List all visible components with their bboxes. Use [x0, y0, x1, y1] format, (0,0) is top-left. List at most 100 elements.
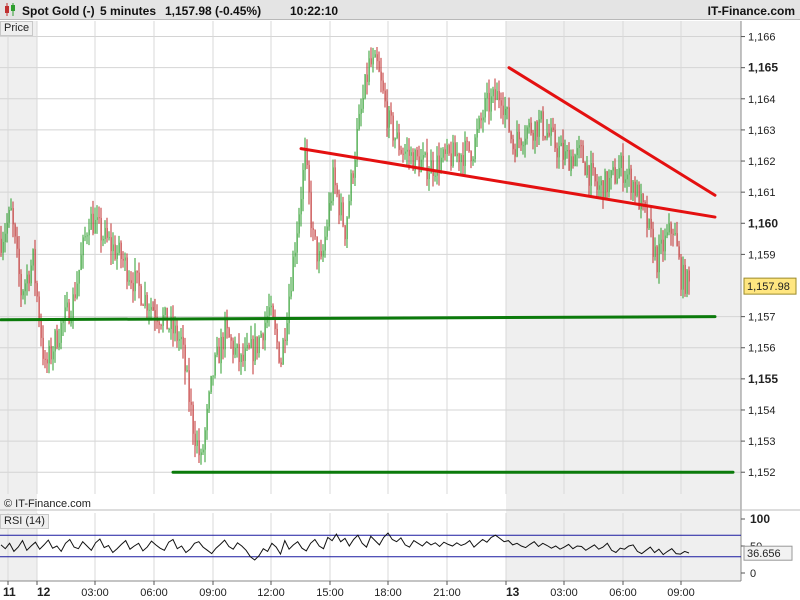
candle: [604, 168, 606, 200]
candle-body: [566, 150, 568, 152]
candle-body: [56, 330, 58, 348]
candle-body: [152, 307, 154, 311]
candle-body: [28, 274, 30, 284]
candle-body: [252, 339, 254, 362]
candle: [584, 161, 586, 176]
candle-body: [206, 408, 208, 431]
candle: [382, 72, 384, 94]
candle-body: [594, 168, 596, 182]
candle-body: [204, 430, 206, 450]
candle-body: [50, 345, 52, 360]
candle-body: [608, 177, 610, 192]
candle: [346, 216, 348, 249]
time-axis: 11 12 03:00 06:00 09:00 12:00 15:00 18:00 21:00 1…: [3, 581, 695, 599]
candle-body: [368, 58, 370, 82]
candle: [24, 279, 26, 305]
candle: [116, 245, 118, 270]
candle: [390, 102, 392, 125]
candle: [590, 150, 592, 198]
candle: [476, 118, 478, 148]
candle-body: [340, 202, 342, 216]
candle: [480, 112, 482, 129]
candle-body: [6, 222, 8, 234]
candle-body: [380, 71, 382, 81]
candle-body: [222, 336, 224, 350]
candle: [308, 160, 310, 205]
candle: [48, 340, 50, 374]
candle-body: [602, 180, 604, 200]
candle: [128, 270, 130, 286]
candle: [118, 235, 120, 256]
candle: [594, 167, 596, 187]
candle: [562, 129, 564, 170]
candle: [388, 106, 390, 139]
candle-body: [636, 184, 638, 196]
candle: [586, 156, 588, 178]
candle-body: [582, 145, 584, 163]
candle: [88, 218, 90, 246]
candle-body: [330, 201, 332, 204]
candle-body: [272, 305, 274, 319]
candle: [58, 328, 60, 351]
candle: [328, 192, 330, 231]
candle: [356, 118, 358, 168]
candle: [310, 180, 312, 238]
candle-body: [212, 375, 214, 377]
candle: [344, 224, 346, 246]
candle-body: [248, 344, 250, 348]
candle: [66, 291, 68, 312]
candle-body: [678, 246, 680, 258]
candle: [2, 231, 4, 261]
candle-body: [532, 132, 534, 141]
candle: [242, 343, 244, 367]
candle: [250, 325, 252, 349]
candle-body: [442, 149, 444, 158]
candle: [246, 332, 248, 352]
candle: [154, 298, 156, 331]
candle: [112, 232, 114, 264]
candle: [464, 131, 466, 176]
candle: [378, 51, 380, 73]
candle-body: [216, 346, 218, 355]
candle: [190, 388, 192, 416]
candle: [358, 104, 360, 131]
candle-body: [478, 118, 480, 130]
candle-body: [628, 168, 630, 175]
candle-body: [200, 452, 202, 456]
candle-body: [416, 149, 418, 157]
time-tick-label: 06:00: [609, 587, 637, 599]
candle-body: [648, 218, 650, 229]
candle-body: [48, 345, 50, 364]
candle-body: [652, 228, 654, 257]
candle: [380, 57, 382, 93]
candle: [526, 125, 528, 145]
candle-body: [254, 336, 256, 362]
candle: [620, 152, 622, 177]
candle-body: [456, 153, 458, 157]
candle-body: [466, 140, 468, 142]
candle-body: [508, 107, 510, 132]
candle-body: [674, 233, 676, 235]
candle-body: [350, 173, 352, 202]
candle: [402, 147, 404, 163]
candle: [72, 287, 74, 329]
candle: [196, 430, 198, 454]
candle-body: [604, 171, 606, 200]
candle-body: [384, 90, 386, 102]
candle: [636, 179, 638, 198]
candle: [408, 138, 410, 170]
candle-body: [82, 237, 84, 256]
candle: [652, 221, 654, 264]
candle-body: [540, 111, 542, 120]
candle-body: [348, 201, 350, 218]
candle-body: [30, 265, 32, 284]
candle: [8, 206, 10, 228]
candle: [588, 164, 590, 196]
candle-body: [364, 74, 366, 99]
candle: [330, 192, 332, 211]
price-tick-label: 1,165: [748, 61, 778, 75]
candle-body: [26, 274, 28, 284]
candle: [482, 109, 484, 133]
candle: [536, 120, 538, 147]
